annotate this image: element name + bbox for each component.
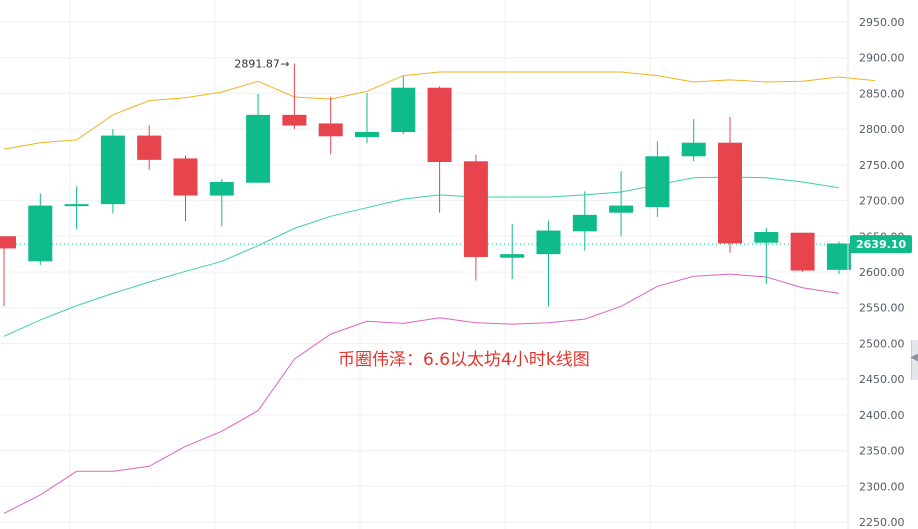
candle-body xyxy=(64,204,89,207)
y-tick-label: 2350.00 xyxy=(859,445,905,458)
candle-up xyxy=(754,227,779,285)
candle-up xyxy=(645,141,670,217)
candle-body xyxy=(0,236,16,249)
max-price-label: 2891.87 xyxy=(234,58,280,71)
y-tick-label: 2600.00 xyxy=(859,266,905,279)
candle-down xyxy=(427,86,452,213)
upper-band-line xyxy=(3,71,876,150)
y-tick-label: 2550.00 xyxy=(859,302,905,315)
y-tick-label: 2700.00 xyxy=(859,195,905,208)
y-tick-label: 2250.00 xyxy=(859,516,905,529)
candle-body xyxy=(790,232,815,271)
candle-body xyxy=(173,158,198,196)
current-price-tag: 2639.10 xyxy=(850,235,912,254)
candle-up xyxy=(536,220,561,307)
grid-lines xyxy=(0,0,848,529)
candle-body xyxy=(209,182,234,196)
max-marker: 2891.87 → xyxy=(234,58,289,71)
y-tick-label: 2450.00 xyxy=(859,373,905,386)
candle-down xyxy=(137,125,162,170)
candle-body xyxy=(246,114,271,183)
candle-down xyxy=(463,154,488,281)
y-tick-label: 2300.00 xyxy=(859,480,905,493)
candle-body xyxy=(463,161,488,257)
candle-down xyxy=(318,97,343,155)
candle-up xyxy=(391,75,416,135)
bollinger-bands xyxy=(3,71,876,514)
candle-body xyxy=(645,156,670,207)
candle-up xyxy=(681,119,706,162)
candle-up xyxy=(28,193,53,265)
y-tick-label: 2950.00 xyxy=(859,16,905,29)
candle-up xyxy=(64,186,89,230)
candle-down xyxy=(790,232,815,272)
current-price-tag-bg xyxy=(850,235,912,254)
lower-band-line xyxy=(3,273,839,514)
candle-up xyxy=(355,92,379,144)
candle-up xyxy=(209,179,234,227)
candle-down xyxy=(282,63,307,130)
candle-body xyxy=(355,132,379,137)
candle-body xyxy=(718,142,742,244)
middle-band-line xyxy=(3,176,839,337)
candle-body xyxy=(282,114,307,126)
candle-body xyxy=(572,214,597,232)
side-scroll-handle[interactable] xyxy=(911,340,918,380)
right-arrow-icon: → xyxy=(280,58,289,71)
candle-down xyxy=(0,236,16,307)
candle-up xyxy=(500,224,525,280)
candle-body xyxy=(826,243,851,270)
candle-up xyxy=(826,241,851,275)
y-tick-label: 2850.00 xyxy=(859,87,905,100)
candle-body xyxy=(318,123,343,137)
candle-up xyxy=(609,171,634,237)
candle-body xyxy=(536,230,561,255)
current-price-label: 2639.10 xyxy=(856,238,906,251)
candle-up xyxy=(572,191,597,251)
candle-body xyxy=(391,87,416,132)
candle-body xyxy=(681,142,706,157)
y-tick-label: 2900.00 xyxy=(859,52,905,65)
candle-up xyxy=(100,129,125,214)
y-tick-label: 2800.00 xyxy=(859,123,905,136)
candle-body xyxy=(28,205,53,262)
candle-body xyxy=(137,135,162,160)
candle-body xyxy=(100,135,125,205)
price-axis: 2950.00 2900.00 2850.00 2800.00 2750.00 2700.… xyxy=(859,16,905,529)
candle-down xyxy=(718,117,742,253)
candle-body xyxy=(500,254,525,258)
caret-left-icon[interactable]: ◀ xyxy=(910,352,918,363)
candles xyxy=(0,63,851,307)
y-tick-label: 2500.00 xyxy=(859,337,905,350)
candle-up xyxy=(246,94,271,183)
chart-title: 币圈伟泽：6.6以太坊4小时k线图 xyxy=(338,350,590,370)
candle-body xyxy=(427,87,452,162)
y-tick-label: 2750.00 xyxy=(859,159,905,172)
candle-down xyxy=(173,155,198,222)
y-tick-label: 2400.00 xyxy=(859,409,905,422)
candle-body xyxy=(754,232,779,243)
candle-body xyxy=(609,205,634,213)
